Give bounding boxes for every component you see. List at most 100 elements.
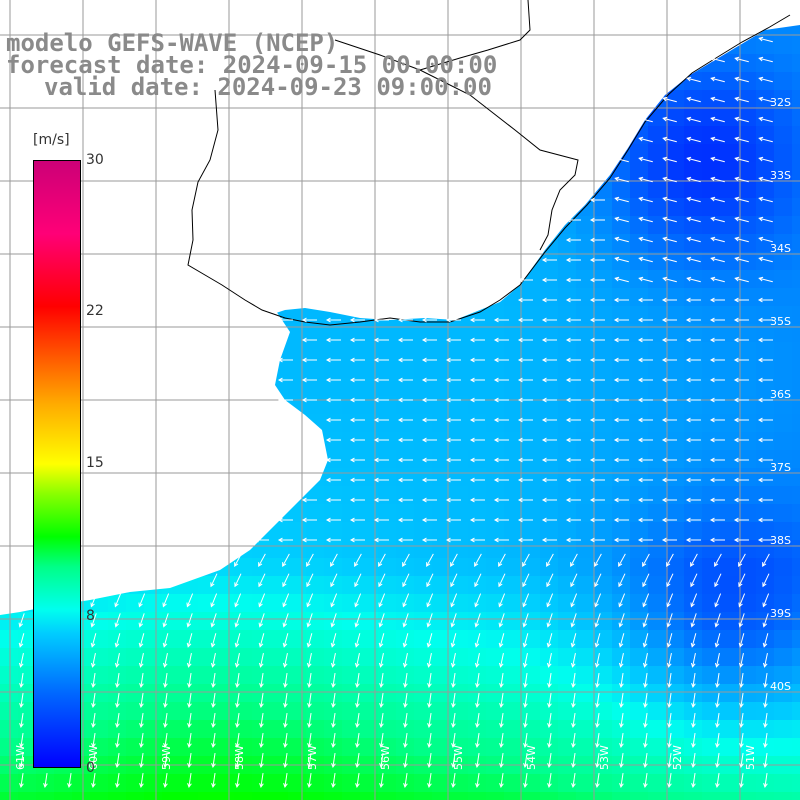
wind-speed-cell [504,342,522,360]
wind-speed-cell [594,450,612,468]
wind-arrow [469,317,485,323]
wind-speed-cell [756,648,774,666]
wind-speed-cell [288,360,306,378]
wind-arrow [661,417,677,423]
wind-arrow [307,673,312,688]
wind-arrow [427,693,432,708]
wind-arrow [211,773,216,788]
wind-arrow [354,593,362,608]
wind-speed-cell [792,432,800,450]
wind-speed-cell [360,738,378,756]
wind-speed-cell [378,576,396,594]
wind-speed-cell [540,306,558,324]
wind-speed-cell [684,774,702,792]
wind-speed-cell [126,594,144,612]
wind-speed-cell [684,720,702,738]
wind-arrow [594,653,600,668]
wind-arrow [686,116,701,123]
wind-arrow [162,653,168,668]
wind-speed-cell [630,468,648,486]
wind-arrow [301,337,317,343]
wind-speed-cell [684,252,702,270]
wind-speed-cell [288,558,306,576]
wind-arrow [637,497,653,503]
wind-arrow [18,653,24,668]
wind-arrow [18,633,25,648]
wind-arrow [541,337,557,343]
wind-arrow [589,317,605,323]
wind-arrow [522,593,530,608]
wind-speed-cell [684,360,702,378]
wind-arrow [618,613,625,628]
wind-speed-cell [558,234,576,252]
wind-arrow [379,713,384,728]
wind-arrow [186,593,194,608]
wind-speed-cell [720,90,738,108]
wind-arrow [589,517,605,523]
wind-speed-cell [666,126,684,144]
wind-arrow [734,216,749,223]
wind-speed-cell [684,90,702,108]
wind-speed-cell [396,324,414,342]
wind-arrow [331,753,336,768]
wind-arrow [19,693,24,708]
wind-arrow [301,517,317,523]
wind-speed-cell [198,738,216,756]
wind-speed-cell [378,666,396,684]
wind-arrow [469,397,485,403]
wind-arrow [595,713,600,728]
latitude-label: 32S [770,96,791,109]
wind-speed-cell [648,450,666,468]
wind-arrow [277,517,293,523]
wind-speed-cell [702,216,720,234]
wind-speed-cell [702,594,720,612]
wind-speed-cell [684,270,702,288]
wind-speed-cell [144,738,162,756]
wind-speed-cell [594,576,612,594]
wind-arrow [691,773,696,788]
wind-arrow [734,96,749,103]
wind-speed-cell [522,720,540,738]
wind-speed-cell [342,432,360,450]
wind-arrow [373,457,389,463]
wind-speed-cell [360,648,378,666]
wind-speed-cell [540,540,558,558]
wind-speed-cell [774,270,792,288]
wind-speed-cell [756,90,774,108]
wind-arrow [715,713,720,728]
wind-speed-cell [360,630,378,648]
wind-arrow [662,216,677,223]
wind-arrow [691,673,696,688]
wind-arrow [638,256,653,263]
wind-arrow [619,733,624,748]
wind-speed-cell [288,702,306,720]
wind-speed-cell [594,468,612,486]
wind-arrow [403,753,408,768]
wind-arrow [738,553,746,568]
wind-arrow [421,397,437,403]
wind-arrow [187,733,192,748]
wind-arrow [709,357,725,363]
latitude-label: 40S [770,680,791,693]
wind-arrow [517,517,533,523]
wind-speed-cell [576,702,594,720]
wind-arrow [493,317,509,323]
wind-speed-cell [522,702,540,720]
wind-speed-cell [792,18,800,36]
wind-speed-cell [720,54,738,72]
wind-speed-cell [630,684,648,702]
wind-speed-cell [666,144,684,162]
wind-speed-cell [756,36,774,54]
wind-speed-cell [486,360,504,378]
wind-arrow [613,497,629,503]
wind-arrow [589,337,605,343]
wind-arrow [163,673,168,688]
wind-speed-cell [450,414,468,432]
wind-speed-cell [720,720,738,738]
wind-speed-cell [90,720,108,738]
wind-speed-cell [738,306,756,324]
wind-arrow [637,377,653,383]
wind-arrow [763,773,768,788]
wind-speed-cell [648,792,666,800]
